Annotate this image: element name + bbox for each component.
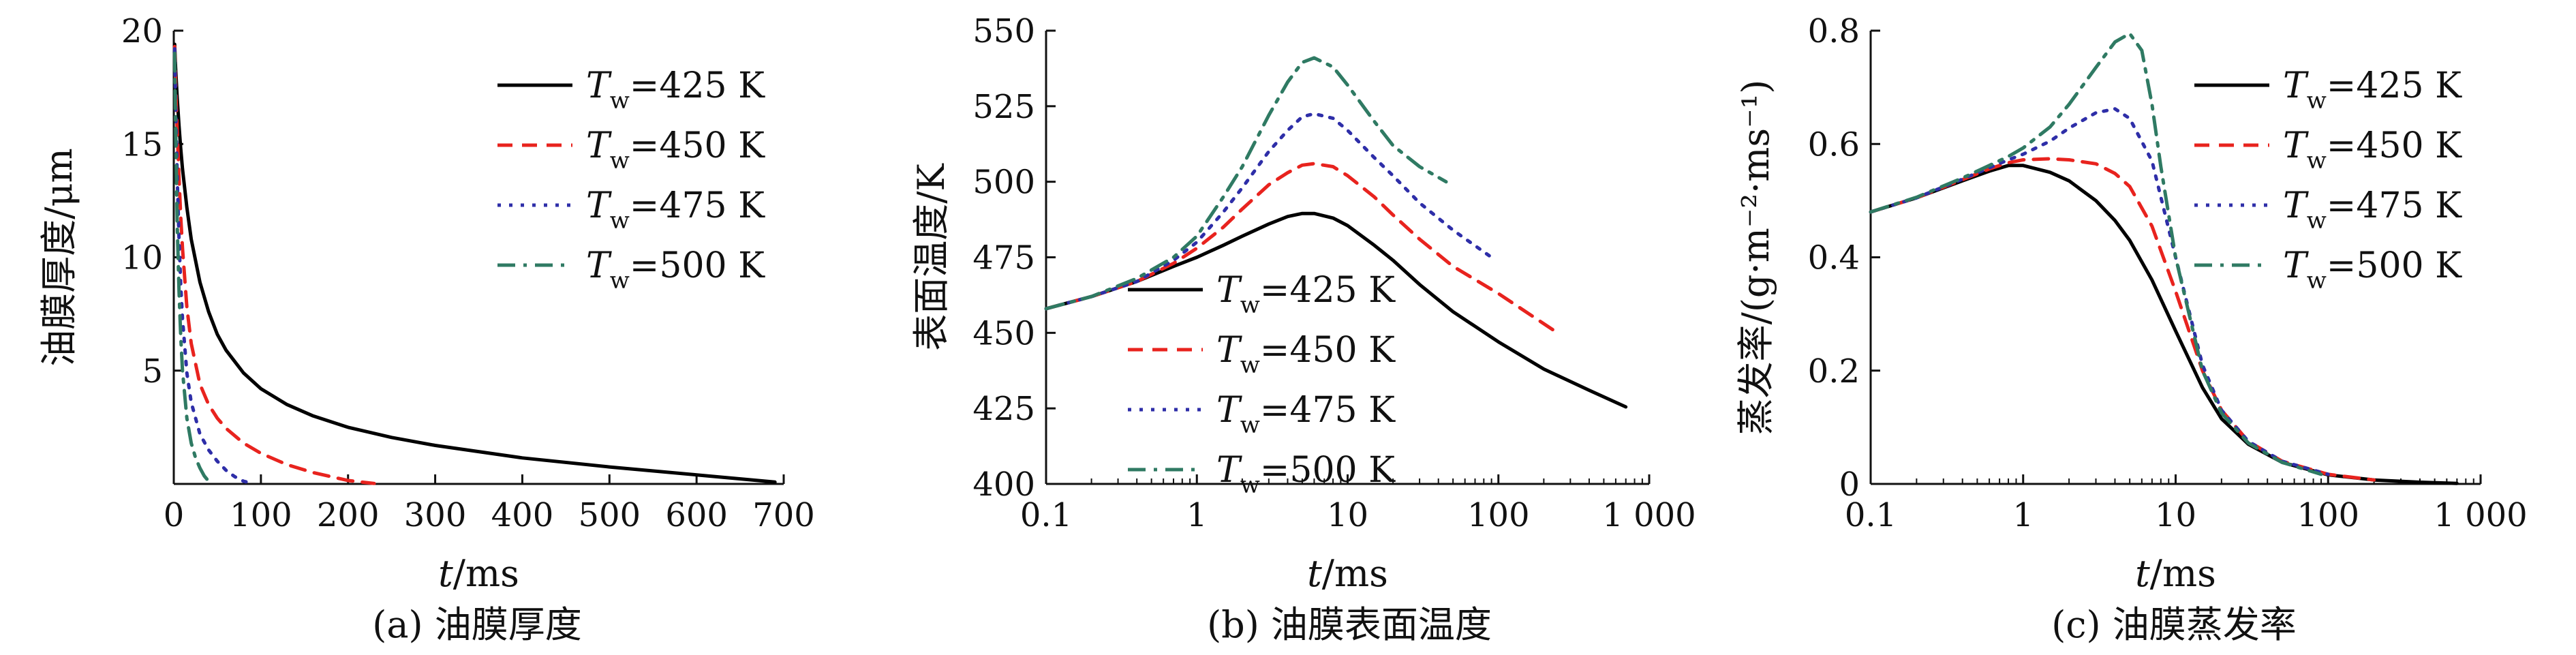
series-line-500	[1869, 31, 2323, 476]
x-tick-label: 600	[665, 496, 728, 534]
series-line-500	[1044, 56, 1448, 311]
x-tick-label: 100	[1467, 496, 1530, 534]
legend-label: Tw=475 K	[586, 185, 765, 234]
x-tick-label: 100	[230, 496, 292, 534]
x-tick-label: 10	[2155, 496, 2196, 534]
x-axis-label: t/ms	[1307, 552, 1388, 595]
y-tick-label: 0.4	[1808, 239, 1860, 277]
legend-label: Tw=450 K	[586, 125, 765, 174]
x-tick-label: 100	[2297, 496, 2359, 534]
x-axis-label: t/ms	[2135, 552, 2216, 595]
series-line-500	[172, 51, 215, 485]
legend-label: Tw=450 K	[1216, 330, 1396, 379]
y-tick-label: 0.2	[1808, 352, 1860, 391]
x-tick-label: 400	[491, 496, 554, 534]
legend-label: Tw=425 K	[2283, 65, 2462, 115]
x-tick-label: 0	[164, 496, 185, 534]
subfigure-caption: (c) 油膜蒸发率	[2051, 603, 2297, 646]
x-axis-label: t/ms	[438, 552, 519, 595]
legend-label: Tw=425 K	[586, 65, 765, 115]
series-line-475	[1869, 107, 2330, 476]
series-line-475	[172, 47, 254, 485]
x-tick-label: 10	[1327, 496, 1368, 534]
x-tick-label: 700	[752, 496, 815, 534]
legend-label: Tw=475 K	[2283, 185, 2462, 234]
series-line-450	[1044, 162, 1555, 332]
x-tick-label: 200	[317, 496, 380, 534]
y-axis-label: 蒸发率/(g·m⁻²·ms⁻¹)	[1734, 80, 1777, 436]
y-axis-label: 表面温度/K	[910, 163, 953, 351]
y-tick-label: 0.6	[1808, 125, 1860, 164]
y-tick-label: 0.8	[1808, 12, 1860, 50]
series-line-425	[172, 42, 777, 484]
y-tick-label: 5	[142, 352, 163, 391]
y-tick-label: 0	[1839, 466, 1860, 504]
legend-label: Tw=475 K	[1216, 390, 1396, 439]
series-line-425	[1044, 211, 1628, 409]
legend-label: Tw=500 K	[2283, 245, 2462, 294]
x-tick-label: 1 000	[1602, 496, 1696, 534]
y-tick-label: 425	[972, 390, 1035, 428]
x-tick-label: 1 000	[2434, 496, 2527, 534]
subfigure-caption: (a) 油膜厚度	[372, 603, 582, 646]
series-line-475	[1044, 112, 1494, 311]
y-tick-label: 500	[972, 164, 1035, 202]
legend-label: Tw=500 K	[586, 245, 765, 294]
y-tick-label: 550	[972, 12, 1035, 50]
legend-label: Tw=450 K	[2283, 125, 2462, 174]
x-tick-label: 1	[2012, 496, 2034, 534]
y-tick-label: 525	[972, 88, 1035, 126]
series-line-450	[172, 44, 376, 485]
y-tick-label: 450	[972, 314, 1035, 352]
x-tick-label: 500	[578, 496, 641, 534]
legend-label: Tw=425 K	[1216, 270, 1396, 319]
y-tick-label: 15	[121, 125, 163, 164]
y-tick-label: 10	[121, 239, 163, 277]
x-tick-label: 0.1	[1845, 496, 1897, 534]
y-tick-label: 20	[121, 12, 163, 50]
y-tick-label: 475	[972, 239, 1035, 277]
y-tick-label: 400	[972, 466, 1035, 504]
chart-oil-film-thickness: 0 100 200 300 400 500 600 700 5 10 15 20 t/ms 油膜厚度/μm…	[37, 12, 815, 646]
x-tick-label: 0.1	[1020, 496, 1072, 534]
chart-surface-temperature: 0.1 1 10 100 1 000 400 425 450 475 500 525 550 t/ms 表…	[910, 12, 1696, 646]
y-axis-label: 油膜厚度/μm	[37, 148, 80, 367]
legend-label: Tw=500 K	[1216, 450, 1396, 499]
x-tick-label: 1	[1186, 496, 1208, 534]
x-tick-label: 300	[404, 496, 467, 534]
subfigure-caption: (b) 油膜表面温度	[1207, 603, 1492, 646]
chart-evaporation-rate: 0.1 1 10 100 1 000 0 0.2 0.4 0.6 0.8 t/ms 蒸发率/(g·m⁻…	[1734, 12, 2528, 646]
